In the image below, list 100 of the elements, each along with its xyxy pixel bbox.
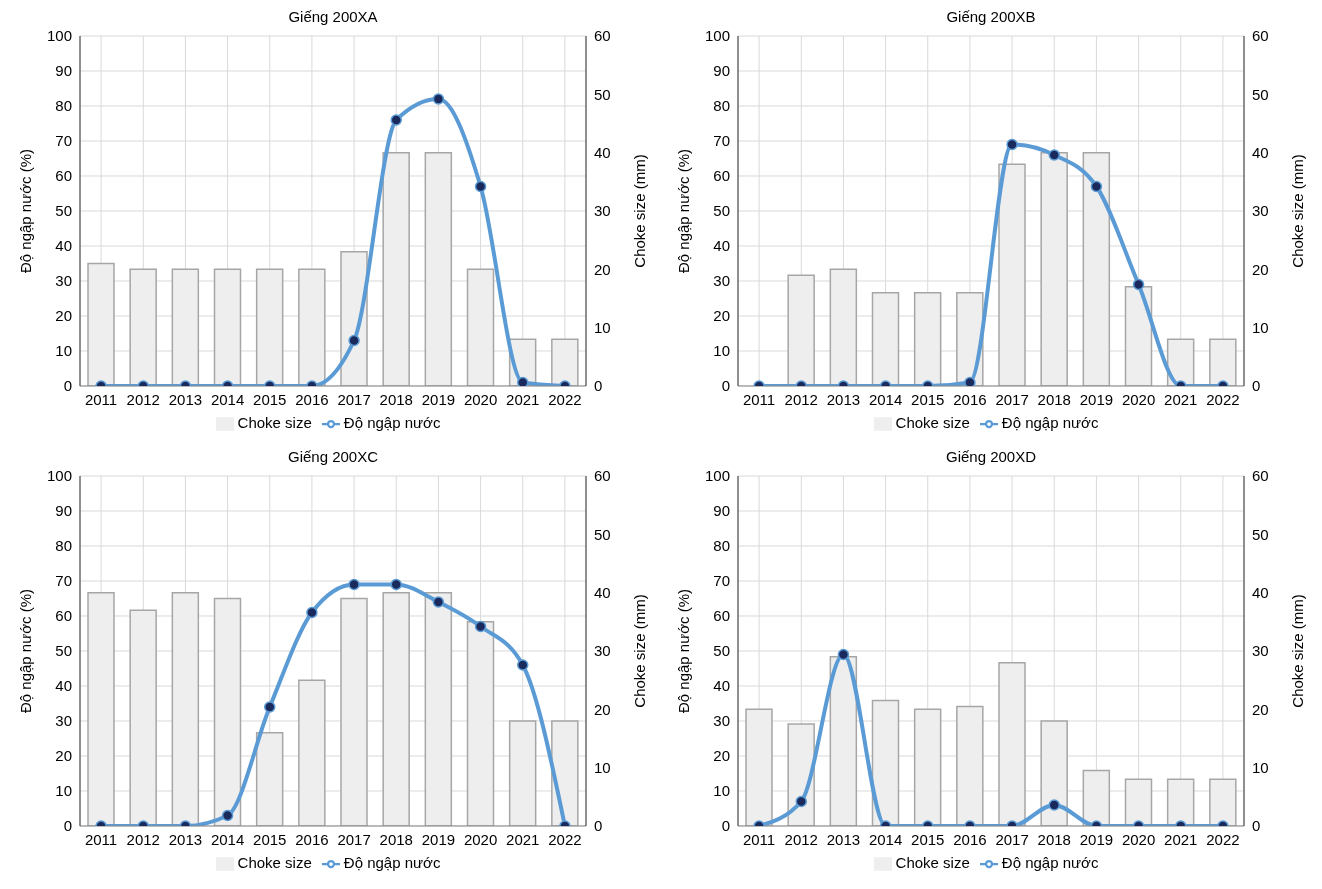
point xyxy=(474,180,487,193)
y2-tick-label: 10 xyxy=(1252,758,1269,776)
bar xyxy=(998,163,1026,386)
y-tick-label: 60 xyxy=(713,167,730,185)
y2-axis-title: Choke size (mm) xyxy=(631,154,649,268)
legend-label: Độ ngập nước xyxy=(343,853,441,871)
y2-tick-label: 60 xyxy=(594,467,611,485)
y-tick-label: 80 xyxy=(713,537,730,555)
x-tick-label: 2017 xyxy=(995,830,1029,848)
point xyxy=(517,659,529,671)
x-tick-label: 2018 xyxy=(379,830,413,848)
y2-tick-label: 0 xyxy=(594,377,603,395)
y2-tick-label: 50 xyxy=(1252,525,1269,543)
x-tick-label: 2011 xyxy=(742,830,776,848)
x-tick-label: 2013 xyxy=(826,830,861,848)
y-tick-label: 100 xyxy=(46,27,72,45)
legend-label: Choke size xyxy=(237,413,312,431)
y2-tick-label: 0 xyxy=(594,817,603,835)
y-tick-label: 10 xyxy=(713,782,730,800)
y-tick-label: 100 xyxy=(704,467,730,485)
x-tick-label: 2014 xyxy=(210,390,245,408)
bar xyxy=(298,679,326,826)
x-tick-label: 2011 xyxy=(84,830,118,848)
legend-label: Độ ngập nước xyxy=(1001,413,1099,431)
bar xyxy=(466,621,495,826)
y-tick-label: 30 xyxy=(55,712,72,730)
x-tick-label: 2015 xyxy=(911,830,945,848)
y-tick-label: 80 xyxy=(55,97,72,115)
y2-tick-label: 20 xyxy=(594,260,611,278)
bar xyxy=(998,661,1026,826)
point xyxy=(1006,138,1018,151)
point xyxy=(390,114,402,126)
y2-tick-label: 40 xyxy=(594,583,611,601)
bar xyxy=(508,720,537,826)
point xyxy=(348,578,360,591)
bar xyxy=(871,291,900,386)
point xyxy=(1090,180,1103,193)
y-tick-label: 40 xyxy=(55,677,72,695)
x-tick-label: 2018 xyxy=(1037,390,1071,408)
y-tick-label: 80 xyxy=(713,97,730,115)
y-tick-label: 70 xyxy=(713,572,730,590)
y-tick-label: 90 xyxy=(55,62,72,80)
x-tick-label: 2013 xyxy=(168,390,203,408)
x-tick-label: 2019 xyxy=(421,390,456,408)
y-tick-label: 90 xyxy=(55,502,72,520)
x-tick-label: 2017 xyxy=(337,830,371,848)
y2-tick-label: 0 xyxy=(1252,377,1261,395)
x-tick-label: 2012 xyxy=(784,390,818,408)
point xyxy=(964,376,976,386)
y-tick-label: 60 xyxy=(55,607,72,625)
x-tick-label: 2016 xyxy=(295,830,329,848)
chart-title: Giếng 200XA xyxy=(287,8,379,27)
bar xyxy=(745,708,773,826)
y-tick-label: 20 xyxy=(713,307,730,325)
y-tick-label: 90 xyxy=(713,502,730,520)
bar xyxy=(913,291,942,386)
bar xyxy=(255,268,284,386)
bar xyxy=(787,274,815,386)
y-tick-label: 40 xyxy=(713,237,730,255)
x-tick-label: 2020 xyxy=(1121,390,1156,408)
y2-axis-title: Choke size (mm) xyxy=(1289,594,1307,708)
y2-tick-label: 60 xyxy=(594,27,611,45)
bar xyxy=(213,597,242,826)
x-tick-label: 2012 xyxy=(126,390,160,408)
y-tick-label: 20 xyxy=(55,307,72,325)
x-tick-label: 2022 xyxy=(1206,390,1240,408)
x-tick-label: 2017 xyxy=(337,390,371,408)
bar xyxy=(424,151,453,386)
y2-axis-title: Choke size (mm) xyxy=(1289,154,1307,268)
x-tick-label: 2021 xyxy=(506,830,540,848)
bar xyxy=(382,591,410,826)
y-tick-label: 60 xyxy=(55,167,72,185)
x-tick-label: 2019 xyxy=(1079,390,1114,408)
y2-tick-label: 0 xyxy=(1252,817,1261,835)
bar xyxy=(871,699,900,826)
y-tick-label: 70 xyxy=(55,132,72,150)
bar xyxy=(171,591,200,826)
y2-tick-label: 50 xyxy=(594,85,611,103)
x-tick-label: 2020 xyxy=(463,390,498,408)
chart-title: Giếng 200XB xyxy=(945,8,1037,27)
chart-title: Giếng 200XC xyxy=(286,448,380,467)
x-tick-label: 2016 xyxy=(953,390,987,408)
y2-tick-label: 40 xyxy=(1252,583,1269,601)
bar xyxy=(1082,769,1111,826)
y-tick-label: 40 xyxy=(55,237,72,255)
y-tick-label: 20 xyxy=(713,747,730,765)
y2-tick-label: 30 xyxy=(594,642,611,660)
bar xyxy=(1166,338,1195,386)
bar xyxy=(1040,720,1068,826)
y2-tick-label: 40 xyxy=(1252,143,1269,161)
x-tick-label: 2020 xyxy=(1121,830,1156,848)
y2-tick-label: 30 xyxy=(594,202,611,220)
x-tick-label: 2014 xyxy=(868,390,903,408)
x-tick-label: 2022 xyxy=(548,830,582,848)
y2-tick-label: 60 xyxy=(1252,27,1269,45)
y-tick-label: 0 xyxy=(63,817,72,835)
bar xyxy=(1209,338,1237,386)
bar xyxy=(129,609,157,826)
y2-tick-label: 10 xyxy=(594,318,611,336)
bar xyxy=(298,268,326,386)
